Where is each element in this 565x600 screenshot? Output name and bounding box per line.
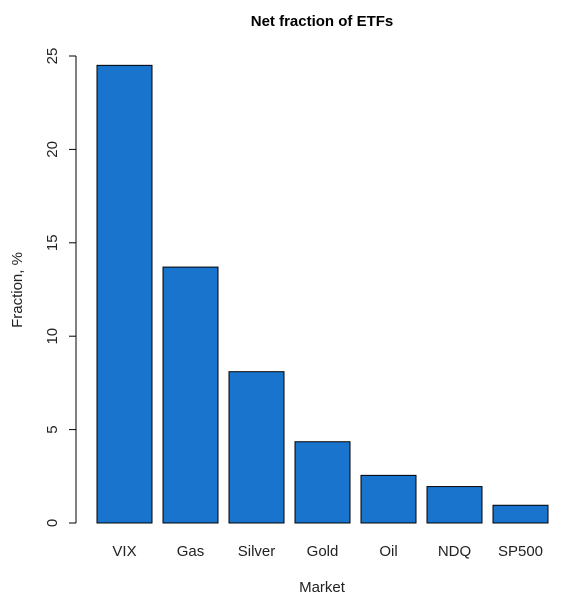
bar-sp500 xyxy=(492,504,549,524)
x-tick-label: NDQ xyxy=(438,543,471,560)
bar-ndq xyxy=(426,486,483,524)
y-tick-label: 15 xyxy=(44,234,61,251)
x-tick-label: Oil xyxy=(379,543,397,560)
x-tick-label: Gold xyxy=(307,543,339,560)
y-tick-label: 20 xyxy=(44,141,61,158)
x-tick-label: Silver xyxy=(238,543,276,560)
y-tick-label: 0 xyxy=(44,519,61,527)
x-axis-label: Market xyxy=(299,579,346,596)
bar-silver xyxy=(228,371,285,524)
bar-oil xyxy=(360,474,417,524)
x-tick-label: VIX xyxy=(112,543,136,560)
y-tick-label: 25 xyxy=(44,48,61,65)
bar-gas xyxy=(162,266,219,524)
y-tick-label: 10 xyxy=(44,328,61,345)
x-tick-label: SP500 xyxy=(498,543,543,560)
x-tick-label: Gas xyxy=(177,543,205,560)
bar-vix xyxy=(96,64,153,524)
bar-gold xyxy=(294,441,351,524)
chart-title: Net fraction of ETFs xyxy=(251,13,394,30)
bars xyxy=(96,64,549,524)
x-tick-labels: VIX Gas Silver Gold Oil NDQ SP500 xyxy=(112,543,543,560)
y-tick-label: 5 xyxy=(44,425,61,433)
y-axis: 0 5 10 15 20 25 xyxy=(44,48,77,527)
y-axis-label: Fraction, % xyxy=(9,252,26,328)
